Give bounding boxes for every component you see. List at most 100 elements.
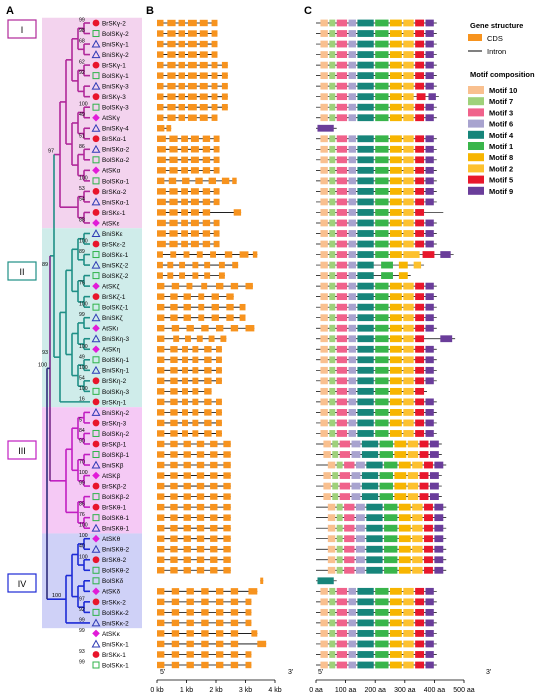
motif-box [398, 524, 411, 532]
species-marker-triangle [91, 313, 101, 322]
motif-box [375, 209, 389, 216]
motif-box [390, 230, 402, 237]
panel-label-c: C [304, 5, 312, 17]
species-marker-square [92, 177, 100, 185]
bootstrap-value: 100 [79, 302, 88, 308]
cds-exon [199, 51, 208, 58]
motif-box [375, 177, 389, 185]
motif-box [336, 651, 348, 658]
motif-box [336, 219, 348, 227]
motif-box [336, 430, 348, 437]
cds-exon [157, 388, 165, 395]
motif-box [415, 608, 425, 616]
motif-box [366, 461, 383, 469]
cds-exon [157, 240, 166, 248]
taxon-label: BrSKζ-1 [102, 294, 126, 301]
cds-exon [186, 609, 194, 616]
motif-box [361, 451, 379, 458]
motif-box [348, 356, 356, 364]
cds-exon [170, 535, 178, 542]
motif-box [390, 661, 402, 669]
motif-box [419, 451, 429, 458]
motif-box [336, 598, 348, 606]
motif-box [384, 461, 398, 469]
taxon-label: AtSKκ [102, 631, 121, 638]
taxon-label: AtSKι [102, 326, 119, 333]
cds-exon [211, 61, 218, 69]
motif-box [390, 366, 402, 374]
motif-box [323, 451, 331, 458]
cds-exon [201, 651, 209, 658]
motif-box [390, 177, 402, 185]
motif-box [384, 514, 398, 522]
motif-box [366, 556, 383, 564]
motif-box [425, 82, 434, 90]
cds-exon [167, 272, 174, 279]
motif-box [425, 114, 434, 122]
cds-exon [192, 356, 199, 363]
motif-box [390, 135, 402, 143]
motif-box [357, 240, 374, 248]
motif-box [357, 293, 374, 301]
cds-exon [181, 219, 188, 227]
cds-exon [211, 314, 219, 321]
motif-box [329, 598, 336, 606]
motif-box [390, 219, 402, 227]
motif-box [403, 314, 414, 322]
motif-box [398, 535, 411, 543]
motif-box [344, 566, 355, 574]
motif-box [329, 366, 336, 374]
cds-exon [201, 619, 209, 627]
taxon-label: BrSKθ-1 [102, 505, 127, 512]
motif-box [434, 524, 444, 532]
motif-box [361, 472, 379, 479]
cds-exon [223, 503, 231, 511]
cds-exon [216, 588, 224, 595]
cds-exon [201, 282, 208, 290]
motif-box [320, 219, 328, 227]
cds-exon [181, 146, 188, 153]
motif-box [425, 293, 434, 301]
taxon-label: BniSKγ-2 [102, 52, 129, 59]
species-marker-circle [92, 419, 100, 427]
motif-box [425, 619, 434, 627]
cds-exon [157, 325, 165, 332]
motif-box [428, 93, 436, 101]
motif-box [357, 345, 374, 353]
cds-exon [251, 630, 258, 637]
motif-box [415, 72, 425, 80]
motif-box [403, 145, 414, 153]
cds-exon [183, 451, 191, 458]
cds-exon [186, 651, 194, 658]
motif-box [320, 640, 328, 648]
motif-box [336, 72, 348, 80]
motif-box [381, 272, 393, 279]
motif-box [425, 103, 434, 111]
motif-box [336, 398, 348, 406]
motif-box [339, 472, 351, 479]
motif-box [398, 261, 408, 269]
taxon-label: BniSKγ-3 [102, 84, 129, 91]
cds-exon [187, 40, 197, 48]
cds-exon [170, 482, 178, 490]
species-marker-triangle [91, 197, 101, 206]
cds-exon [183, 493, 191, 500]
cds-exon [196, 440, 205, 448]
motif-box [348, 598, 356, 606]
cds-exon [210, 451, 218, 458]
cds-exon [183, 472, 191, 479]
bootstrap-value: 100 [52, 593, 61, 599]
taxon-label: BolSKθ-2 [102, 568, 129, 575]
motif-box [425, 587, 434, 595]
motif-box [381, 261, 393, 269]
motif-box [403, 619, 414, 627]
cds-exon [157, 230, 166, 237]
taxon-label: BniSKζ-2 [102, 262, 129, 269]
species-marker-square [92, 30, 100, 38]
cds-exon [187, 82, 197, 90]
motif-box [336, 209, 348, 216]
motif-box [351, 440, 361, 448]
motif-box [320, 240, 328, 248]
motif-box [336, 198, 348, 206]
motif-box [357, 335, 374, 343]
